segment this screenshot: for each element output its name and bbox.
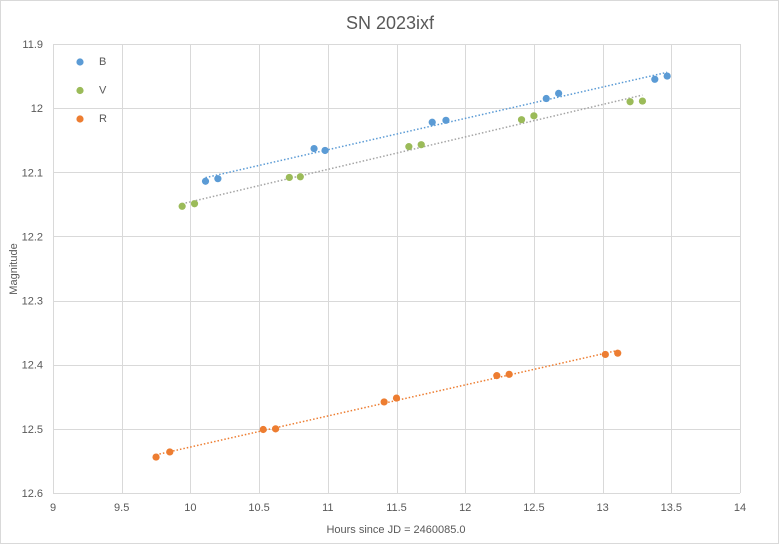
y-tick-label: 12.2 bbox=[22, 231, 43, 243]
trendlines bbox=[155, 71, 668, 456]
point-v bbox=[285, 173, 293, 182]
trendline-b bbox=[205, 71, 668, 179]
y-tick-label: 12.4 bbox=[22, 360, 43, 372]
x-axis-label: Hours since JD = 2460085.0 bbox=[326, 524, 465, 536]
point-b bbox=[651, 75, 659, 83]
x-tick-label: 11 bbox=[322, 502, 333, 514]
chart-title: SN 2023ixf bbox=[346, 13, 435, 33]
point-r bbox=[614, 349, 622, 357]
point-b bbox=[214, 175, 222, 183]
point-v bbox=[417, 141, 425, 149]
point-b bbox=[428, 118, 436, 126]
point-r bbox=[259, 425, 267, 434]
y-tick-label: 12.1 bbox=[22, 167, 43, 179]
y-tick-label: 12 bbox=[31, 103, 43, 115]
point-r bbox=[152, 453, 160, 461]
x-tick-label: 14 bbox=[734, 502, 746, 514]
point-b bbox=[542, 94, 550, 103]
legend-label-b: B bbox=[99, 56, 106, 68]
point-v bbox=[190, 200, 199, 208]
x-tick-label: 13 bbox=[596, 502, 608, 514]
data-points bbox=[152, 72, 671, 461]
x-tick-label: 13.5 bbox=[661, 502, 682, 514]
y-axis-ticks: 11.9 12 12.1 12.2 12.3 12.4 12.5 12.6 bbox=[22, 39, 43, 500]
y-axis-label: Magnitude bbox=[8, 243, 20, 294]
gridlines bbox=[53, 44, 741, 494]
point-v bbox=[638, 97, 647, 105]
point-v bbox=[178, 202, 186, 210]
point-b bbox=[555, 89, 563, 97]
x-tick-label: 12.5 bbox=[523, 502, 544, 514]
legend: B V R bbox=[76, 56, 107, 125]
point-r bbox=[166, 448, 174, 456]
point-b bbox=[321, 146, 329, 155]
point-v bbox=[296, 173, 304, 181]
y-tick-label: 11.9 bbox=[22, 39, 43, 51]
trendline-v bbox=[181, 94, 643, 205]
y-tick-label: 12.5 bbox=[22, 424, 43, 436]
legend-label-r: R bbox=[99, 113, 107, 125]
x-tick-label: 10.5 bbox=[248, 502, 269, 514]
point-v bbox=[517, 116, 526, 124]
y-tick-label: 12.3 bbox=[22, 296, 43, 308]
x-tick-label: 9.5 bbox=[114, 502, 129, 514]
x-axis-ticks: 9 9.5 10 10.5 11 11.5 12 12.5 13 13.5 14 bbox=[50, 502, 746, 514]
point-b bbox=[310, 144, 318, 153]
point-b bbox=[663, 72, 671, 80]
legend-label-v: V bbox=[99, 85, 107, 97]
point-v bbox=[530, 112, 538, 120]
x-tick-label: 11.5 bbox=[386, 502, 407, 514]
point-v bbox=[405, 143, 413, 151]
point-r bbox=[271, 425, 280, 433]
legend-marker-v bbox=[76, 86, 84, 95]
point-r bbox=[493, 372, 501, 380]
point-b bbox=[201, 177, 210, 185]
point-r bbox=[392, 394, 401, 402]
point-r bbox=[601, 350, 609, 359]
y-tick-label: 12.6 bbox=[22, 488, 43, 500]
point-v bbox=[626, 98, 634, 106]
point-b bbox=[442, 116, 450, 124]
legend-marker-b bbox=[76, 58, 84, 66]
x-tick-label: 12 bbox=[459, 502, 471, 514]
point-r bbox=[380, 398, 388, 406]
legend-marker-r bbox=[76, 115, 84, 123]
x-tick-label: 10 bbox=[184, 502, 196, 514]
point-r bbox=[505, 370, 513, 378]
x-tick-label: 9 bbox=[50, 502, 56, 514]
